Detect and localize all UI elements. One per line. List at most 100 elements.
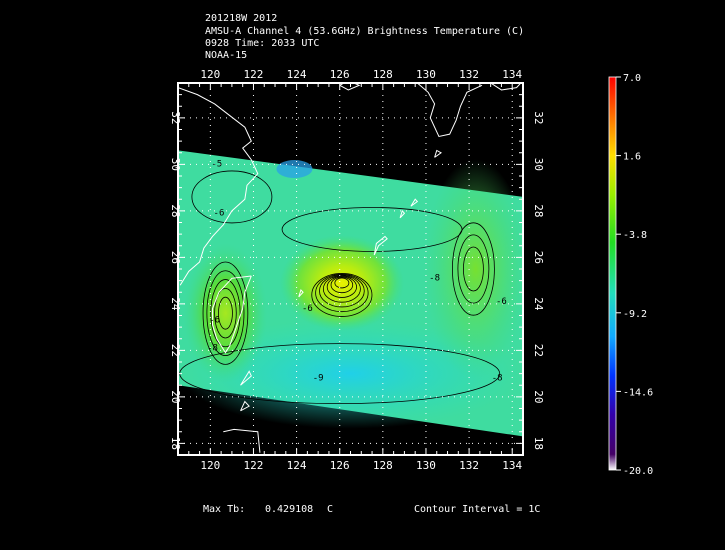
contour-line bbox=[326, 276, 357, 298]
contour-label: -8 bbox=[429, 274, 440, 284]
contour-line bbox=[463, 246, 484, 292]
contour-line bbox=[210, 279, 241, 348]
coastline bbox=[298, 288, 304, 298]
lon-tick-label-bottom: 126 bbox=[330, 459, 350, 472]
lon-tick-label-top: 122 bbox=[244, 68, 264, 81]
lat-tick-label-left: 32 bbox=[169, 111, 182, 124]
header-line-1: 201218W 2012 bbox=[205, 13, 277, 24]
contour-line bbox=[218, 296, 233, 330]
contour-line bbox=[202, 261, 249, 365]
lon-tick-label-bottom: 132 bbox=[459, 459, 479, 472]
lat-labels-right: 18 20 22 24 26 28 30 32 bbox=[532, 111, 545, 450]
coastline bbox=[339, 83, 361, 91]
contour-line bbox=[206, 270, 245, 356]
coastlines bbox=[178, 83, 522, 453]
lat-tick-label-right: 30 bbox=[532, 158, 545, 171]
coastline bbox=[223, 428, 261, 453]
contour-line bbox=[315, 273, 369, 313]
frame-ticks bbox=[178, 83, 523, 455]
coastline bbox=[373, 235, 388, 256]
lat-tick-label-left: 24 bbox=[169, 297, 182, 311]
colorbar-label: -9.2 bbox=[623, 309, 647, 320]
lon-tick-label-bottom: 122 bbox=[244, 459, 264, 472]
lat-tick-label-right: 28 bbox=[532, 204, 545, 217]
lat-tick-label-left: 22 bbox=[169, 344, 182, 357]
contour-lines bbox=[179, 170, 501, 405]
contour-line bbox=[214, 287, 237, 339]
contour-line bbox=[319, 274, 365, 308]
cool-region bbox=[180, 318, 521, 429]
warm-region-west bbox=[183, 243, 268, 384]
lon-tick-label-bottom: 130 bbox=[416, 459, 436, 472]
lon-tick-label-bottom: 134 bbox=[502, 459, 522, 472]
contour-line bbox=[281, 207, 463, 252]
coastline bbox=[399, 209, 406, 219]
lat-tick-label-right: 32 bbox=[532, 111, 545, 124]
lat-tick-label-right: 24 bbox=[532, 297, 545, 311]
contour-line bbox=[452, 222, 495, 316]
colorbar-label: 7.0 bbox=[623, 73, 641, 84]
header-line-4: NOAA-15 bbox=[205, 50, 247, 61]
max-tb-unit: C bbox=[327, 504, 333, 515]
header-line-2: AMSU-A Channel 4 (53.6GHz) Brightness Te… bbox=[205, 26, 524, 37]
colorbar-label: 1.6 bbox=[623, 152, 641, 163]
lat-tick-label-right: 18 bbox=[532, 437, 545, 450]
lon-labels-bottom: 120 122 124 126 128 130 132 134 bbox=[200, 459, 522, 472]
contour-line bbox=[311, 273, 373, 317]
map-panel: -5 -6 -6 -8 -6 -8 -9 -8 -6 120 122 124 126 128 130 132… bbox=[169, 68, 545, 472]
coastline bbox=[178, 87, 259, 286]
lat-tick-label-right: 20 bbox=[532, 390, 545, 403]
lat-lon-grid bbox=[178, 83, 523, 455]
lat-tick-label-right: 22 bbox=[532, 344, 545, 357]
coastline bbox=[212, 275, 252, 354]
contour-line bbox=[330, 276, 354, 294]
lat-tick-label-left: 26 bbox=[169, 251, 182, 264]
contour-line bbox=[191, 170, 273, 224]
contour-label: -6 bbox=[496, 297, 507, 307]
contour-interval: Contour Interval = 1C bbox=[414, 504, 540, 515]
lon-tick-label-top: 124 bbox=[287, 68, 307, 81]
max-tb-value: 0.429108 bbox=[265, 504, 313, 515]
lon-tick-label-bottom: 120 bbox=[200, 459, 220, 472]
warm-core-region bbox=[279, 234, 404, 331]
lat-tick-label-right: 26 bbox=[532, 251, 545, 264]
lon-tick-label-top: 120 bbox=[200, 68, 220, 81]
contour-line bbox=[457, 234, 490, 304]
lon-tick-label-bottom: 124 bbox=[287, 459, 307, 472]
contour-label: -8 bbox=[207, 343, 218, 353]
coastline bbox=[490, 83, 522, 91]
swath-layer: -5 -6 -6 -8 -6 -8 -9 -8 -6 bbox=[178, 83, 523, 455]
colorbar: 7.0 1.6 -3.8 -9.2 -14.6 -20.0 bbox=[608, 73, 653, 477]
contour-label: -9 bbox=[313, 374, 324, 384]
contour-label: -5 bbox=[211, 160, 222, 170]
lon-tick-label-top: 130 bbox=[416, 68, 436, 81]
coastline bbox=[410, 198, 419, 207]
contour-label: -6 bbox=[214, 209, 225, 219]
lat-tick-label-left: 18 bbox=[169, 437, 182, 450]
colorbar-label: -14.6 bbox=[623, 387, 653, 398]
lon-tick-label-top: 132 bbox=[459, 68, 479, 81]
contour-label: -8 bbox=[492, 374, 503, 384]
colorbar-label: -3.8 bbox=[623, 230, 647, 241]
coastline bbox=[240, 370, 252, 386]
contour-line bbox=[322, 275, 361, 303]
coastline bbox=[434, 149, 443, 158]
lat-labels-left: 18 20 22 24 26 28 30 32 bbox=[169, 111, 182, 450]
max-tb-label: Max Tb: bbox=[203, 504, 245, 515]
lon-tick-label-top: 128 bbox=[373, 68, 393, 81]
contour-labels: -5 -6 -6 -8 -6 -8 -9 -8 -6 bbox=[207, 160, 507, 384]
contour-label: -6 bbox=[302, 304, 313, 314]
warm-region-east bbox=[423, 159, 523, 379]
header-line-3: 0928 Time: 2033 UTC bbox=[205, 38, 319, 49]
colorbar-label: -20.0 bbox=[623, 466, 653, 477]
coastline bbox=[417, 83, 483, 138]
lon-tick-label-bottom: 128 bbox=[373, 459, 393, 472]
colorbar-scale bbox=[608, 76, 617, 471]
cold-spot-north bbox=[276, 160, 313, 179]
lon-labels-top: 120 122 124 126 128 130 132 134 bbox=[200, 68, 522, 81]
contour-line bbox=[334, 277, 350, 289]
lat-tick-label-left: 20 bbox=[169, 390, 182, 403]
coastline bbox=[240, 400, 250, 412]
lon-tick-label-top: 134 bbox=[502, 68, 522, 81]
